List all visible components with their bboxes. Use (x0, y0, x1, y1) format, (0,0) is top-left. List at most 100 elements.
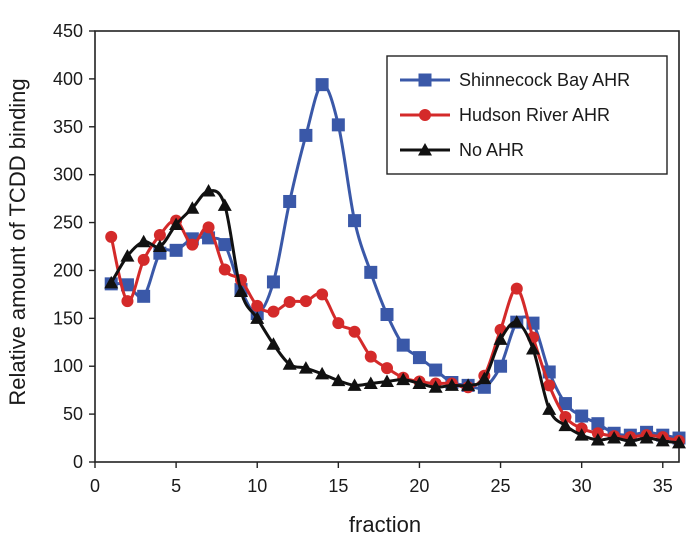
data-point (315, 78, 329, 92)
x-tick-label: 25 (491, 476, 511, 496)
legend-item: Shinnecock Bay AHR (400, 70, 630, 90)
x-axis-ticks: 0 5 10 15 20 25 30 35 (90, 462, 673, 496)
x-tick-label: 10 (247, 476, 267, 496)
y-tick-label: 450 (53, 21, 83, 41)
data-point (428, 380, 443, 393)
legend-marker (419, 109, 431, 121)
series-layer (104, 78, 686, 449)
data-point (266, 275, 280, 289)
data-point (299, 295, 312, 308)
data-point (412, 351, 426, 365)
data-point (363, 376, 378, 389)
legend-label: No AHR (459, 140, 524, 160)
data-point (218, 263, 231, 276)
data-point (234, 284, 248, 298)
data-point (121, 295, 134, 308)
data-point (364, 350, 377, 363)
data-point (559, 410, 572, 423)
plot-area (94, 30, 680, 463)
data-point (461, 378, 476, 391)
data-point (266, 337, 281, 350)
x-tick-label: 5 (171, 476, 181, 496)
data-point (250, 311, 265, 324)
y-tick-label: 100 (53, 356, 83, 376)
y-tick-label: 300 (53, 165, 83, 185)
data-point (558, 418, 573, 432)
data-point (429, 363, 443, 377)
data-point (558, 397, 572, 411)
data-point (283, 194, 297, 208)
data-point (331, 373, 346, 387)
data-point (186, 238, 199, 251)
data-point (267, 305, 280, 318)
data-point (672, 435, 686, 449)
series-line (109, 189, 680, 445)
data-point (137, 289, 151, 303)
data-point (380, 374, 394, 388)
y-tick-label: 350 (53, 117, 83, 137)
data-point (542, 402, 557, 415)
data-point (477, 371, 492, 385)
data-point (348, 325, 361, 338)
data-point (510, 282, 523, 295)
data-point (105, 230, 118, 243)
data-point (185, 201, 200, 214)
y-tick-label: 50 (63, 404, 83, 424)
data-point (574, 428, 589, 441)
data-point (412, 376, 427, 389)
y-tick-label: 250 (53, 213, 83, 233)
data-point (347, 378, 362, 391)
plot-frame (94, 30, 680, 463)
data-point (332, 317, 345, 330)
legend: Shinnecock Bay AHR Hudson River AHR No AHR (386, 55, 668, 175)
data-point (201, 183, 216, 197)
data-point (655, 433, 670, 447)
data-point (396, 372, 411, 386)
data-point (590, 432, 605, 446)
data-point (575, 409, 589, 423)
data-point (202, 221, 215, 234)
y-tick-label: 200 (53, 260, 83, 280)
series-triangle (104, 183, 686, 449)
data-point (444, 378, 459, 391)
series-square (104, 78, 686, 445)
data-point (364, 265, 378, 279)
data-point (639, 431, 654, 444)
x-axis-label: fraction (349, 512, 421, 537)
legend-label: Hudson River AHR (459, 105, 610, 125)
legend-item: Hudson River AHR (400, 105, 610, 125)
data-point (120, 278, 134, 292)
legend-marker (418, 73, 432, 87)
data-point (591, 417, 605, 431)
data-point (152, 239, 167, 252)
x-tick-label: 35 (653, 476, 673, 496)
legend-item: No AHR (400, 140, 524, 160)
x-tick-label: 30 (572, 476, 592, 496)
data-point (282, 357, 297, 370)
y-tick-label: 400 (53, 69, 83, 89)
data-point (509, 315, 524, 328)
legend-marker (418, 143, 432, 156)
data-point (381, 362, 393, 375)
data-point (299, 128, 313, 142)
data-point (251, 299, 264, 312)
data-point (315, 366, 330, 380)
data-point (543, 379, 556, 392)
data-point (494, 359, 508, 373)
data-point (526, 341, 540, 355)
data-point (153, 229, 166, 242)
data-point (316, 288, 329, 301)
data-point (217, 198, 232, 211)
data-point (396, 338, 410, 352)
data-point (104, 275, 119, 289)
y-axis-label: Relative amount of TCDD binding (5, 78, 30, 405)
y-axis-ticks: 0 50 100 150 200 250 300 350 400 450 (53, 21, 95, 472)
y-tick-label: 150 (53, 308, 83, 328)
data-point (493, 332, 508, 345)
data-point (380, 308, 394, 322)
x-tick-label: 15 (328, 476, 348, 496)
data-point (136, 234, 151, 248)
data-point (331, 118, 345, 132)
data-point (169, 243, 183, 257)
